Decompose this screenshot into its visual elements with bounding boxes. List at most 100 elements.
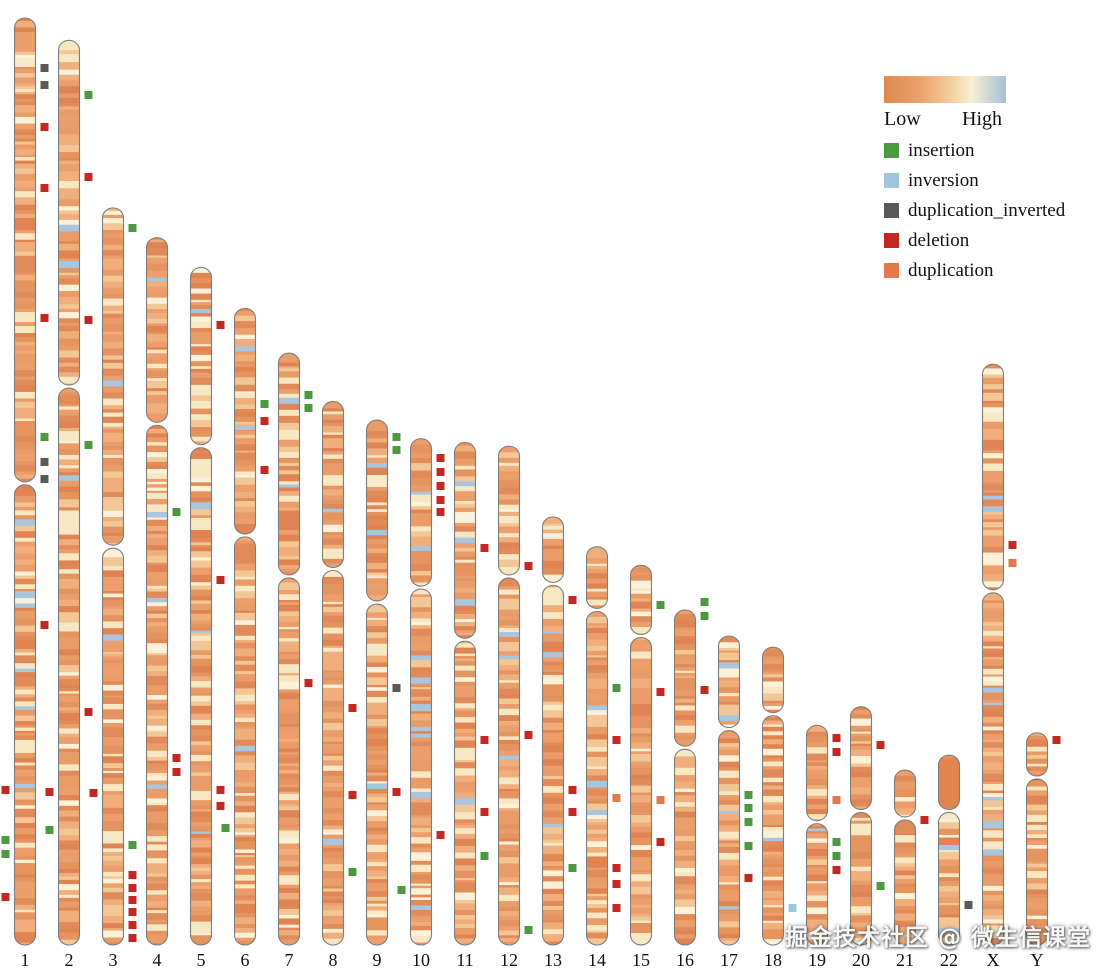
chromosome-label-9: 9	[373, 950, 382, 970]
deletion-marker	[656, 688, 665, 696]
colorbar-high-label: High	[962, 108, 1002, 130]
deletion-marker	[216, 321, 225, 329]
chromosome-label-7: 7	[285, 950, 294, 970]
colorbar-labels: Low High	[884, 108, 1002, 131]
insertion-marker	[392, 433, 401, 441]
insertion-marker	[1, 850, 10, 858]
deletion-marker	[700, 686, 709, 694]
legend-item-inversion: inversion	[884, 170, 1099, 191]
insertion-marker	[1, 836, 10, 844]
duplication_inverted-marker	[40, 458, 49, 466]
deletion-marker	[128, 934, 137, 942]
deletion-marker	[436, 508, 445, 516]
insertion-marker	[524, 926, 533, 934]
deletion-marker	[128, 908, 137, 916]
variant-legend: insertion inversion duplication_inverted…	[884, 139, 1099, 281]
insertion-marker	[744, 791, 753, 799]
deletion-marker	[348, 791, 357, 799]
deletion-marker	[480, 736, 489, 744]
deletion-swatch-icon	[884, 233, 899, 248]
chromosome-label-X: X	[987, 950, 1000, 970]
inversion-swatch-icon	[884, 173, 899, 188]
deletion-marker	[920, 816, 929, 824]
chromosome-label-20: 20	[852, 950, 870, 970]
chromosome-label-3: 3	[109, 950, 118, 970]
deletion-marker	[656, 838, 665, 846]
insertion-marker	[744, 818, 753, 826]
chromosome-label-11: 11	[456, 950, 473, 970]
deletion-marker	[216, 576, 225, 584]
deletion-marker	[612, 904, 621, 912]
deletion-marker	[832, 734, 841, 742]
deletion-marker	[876, 741, 885, 749]
duplication-marker	[612, 794, 621, 802]
deletion-marker	[128, 896, 137, 904]
duplication-swatch-icon	[884, 263, 899, 278]
insertion-marker	[304, 404, 313, 412]
deletion-marker	[40, 123, 49, 131]
duplication_inverted-marker	[392, 684, 401, 692]
chromosome-label-8: 8	[329, 950, 338, 970]
insertion-marker	[700, 598, 709, 606]
density-colorbar	[884, 76, 1006, 103]
deletion-marker	[436, 454, 445, 462]
deletion-marker	[84, 173, 93, 181]
chromosome-label-10: 10	[412, 950, 430, 970]
insertion-marker	[304, 391, 313, 399]
legend: Low High insertion inversion duplication…	[884, 76, 1099, 292]
chromosome-label-Y: Y	[1031, 950, 1044, 970]
chromosome-label-6: 6	[241, 950, 250, 970]
deletion-marker	[480, 808, 489, 816]
chromosome-label-18: 18	[764, 950, 782, 970]
deletion-marker	[436, 482, 445, 490]
insertion-marker	[744, 842, 753, 850]
deletion-marker	[832, 866, 841, 874]
deletion-marker	[40, 184, 49, 192]
deletion-marker	[524, 562, 533, 570]
duplication_inverted-marker	[40, 475, 49, 483]
duplication_inverted-marker	[40, 81, 49, 89]
insertion-marker	[172, 508, 181, 516]
deletion-marker	[172, 768, 181, 776]
colorbar-low-label: Low	[884, 108, 921, 130]
deletion-marker	[216, 802, 225, 810]
deletion-marker	[612, 736, 621, 744]
deletion-marker	[612, 864, 621, 872]
chromosome-label-15: 15	[632, 950, 650, 970]
insertion-marker	[832, 838, 841, 846]
chromosome-label-22: 22	[940, 950, 958, 970]
deletion-marker	[128, 921, 137, 929]
duplication-marker	[832, 796, 841, 804]
deletion-marker	[45, 788, 54, 796]
insertion-marker	[568, 864, 577, 872]
deletion-marker	[480, 544, 489, 552]
deletion-marker	[1052, 736, 1061, 744]
legend-label: insertion	[908, 139, 975, 161]
insertion-marker	[700, 612, 709, 620]
deletion-marker	[832, 748, 841, 756]
deletion-marker	[172, 754, 181, 762]
deletion-marker	[304, 679, 313, 687]
legend-item-duplication-inverted: duplication_inverted	[884, 200, 1099, 221]
deletion-marker	[568, 786, 577, 794]
insertion-marker	[876, 882, 885, 890]
deletion-marker	[1008, 541, 1017, 549]
insertion-marker	[45, 826, 54, 834]
watermark: 掘金技术社区 @ 微生信课堂	[784, 925, 1091, 951]
duplication_inverted-marker	[964, 901, 973, 909]
insertion-marker	[832, 852, 841, 860]
insertion-marker	[392, 446, 401, 454]
deletion-marker	[84, 316, 93, 324]
chromosome-label-19: 19	[808, 950, 826, 970]
deletion-marker	[40, 314, 49, 322]
insertion-marker	[40, 433, 49, 441]
deletion-marker	[216, 786, 225, 794]
deletion-marker	[260, 466, 269, 474]
deletion-marker	[260, 417, 269, 425]
duplication_inverted-marker	[40, 64, 49, 72]
deletion-marker	[436, 468, 445, 476]
deletion-marker	[568, 596, 577, 604]
insertion-marker	[744, 804, 753, 812]
chromosome-label-5: 5	[197, 950, 206, 970]
